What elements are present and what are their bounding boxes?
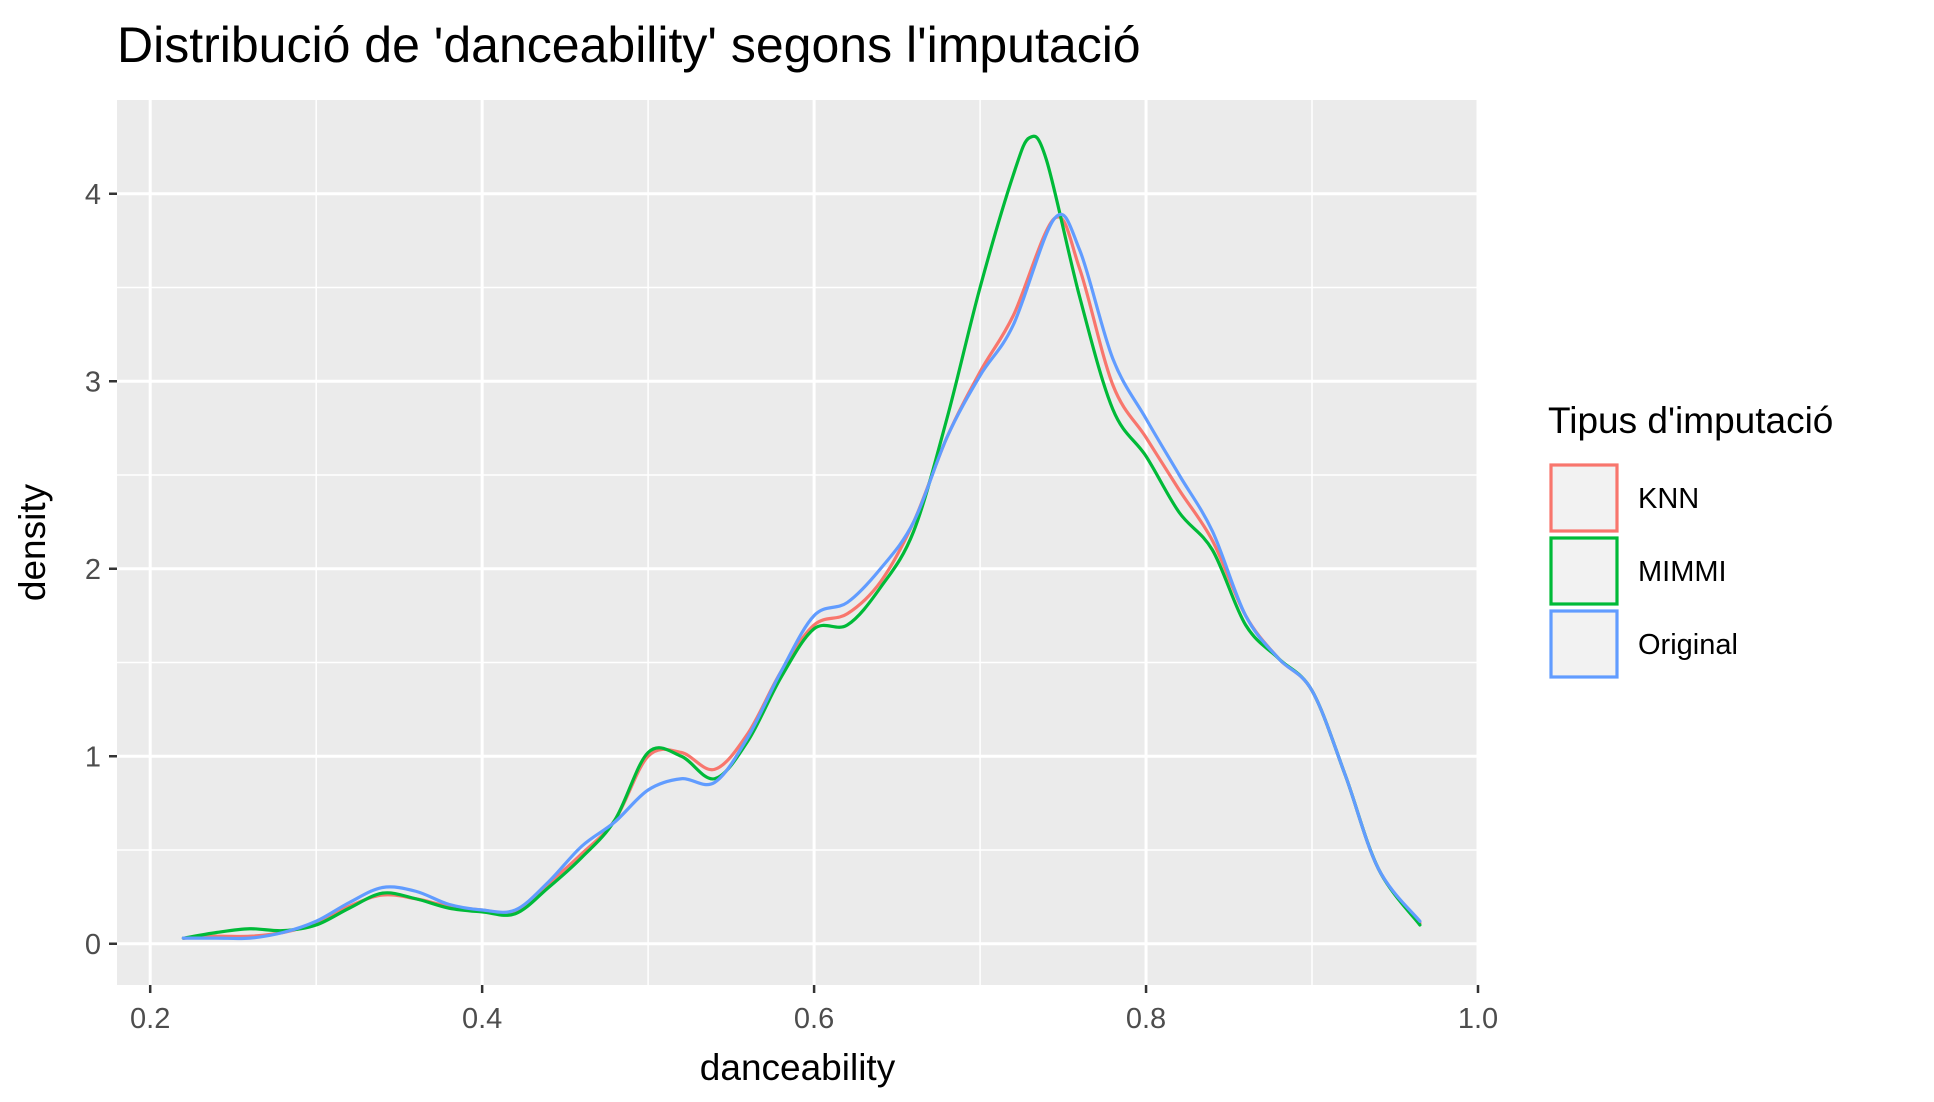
legend-key-mimmi xyxy=(1549,536,1619,606)
series-line-mimmi xyxy=(181,134,1422,940)
x-tick-label: 0.8 xyxy=(1126,1003,1166,1035)
y-tick-label: 1 xyxy=(85,741,101,773)
y-tick-label: 3 xyxy=(85,366,101,398)
series-lines xyxy=(181,134,1422,941)
y-axis-title: density xyxy=(12,483,53,601)
x-tick-label: 0.6 xyxy=(794,1003,834,1035)
legend-items: KNN MIMMI Original xyxy=(1549,463,1738,679)
legend-key-knn xyxy=(1549,463,1619,533)
grid-major xyxy=(117,100,1480,985)
x-tick-label: 0.4 xyxy=(462,1003,502,1035)
chart-title: Distribució de 'danceability' segons l'i… xyxy=(117,17,1141,73)
y-axis: 0 1 2 3 4 xyxy=(85,179,117,961)
y-tick-label: 4 xyxy=(85,179,101,211)
legend: Tipus d'imputació KNN MIMMI Original xyxy=(1548,400,1833,679)
x-tick-label: 1.0 xyxy=(1458,1003,1498,1035)
series-line-original xyxy=(181,212,1422,941)
x-axis-title: danceability xyxy=(700,1047,896,1088)
x-tick-label: 0.2 xyxy=(130,1003,170,1035)
grid-minor xyxy=(117,100,1478,985)
x-axis: 0.2 0.4 0.6 0.8 1.0 xyxy=(130,985,1498,1035)
legend-label-mimmi: MIMMI xyxy=(1638,556,1727,588)
legend-key-original xyxy=(1549,609,1619,679)
y-tick-label: 2 xyxy=(85,554,101,586)
legend-label-original: Original xyxy=(1638,629,1738,661)
plot-panel xyxy=(117,100,1478,985)
legend-title: Tipus d'imputació xyxy=(1548,400,1833,441)
y-tick-label: 0 xyxy=(85,929,101,961)
legend-label-knn: KNN xyxy=(1638,483,1699,515)
